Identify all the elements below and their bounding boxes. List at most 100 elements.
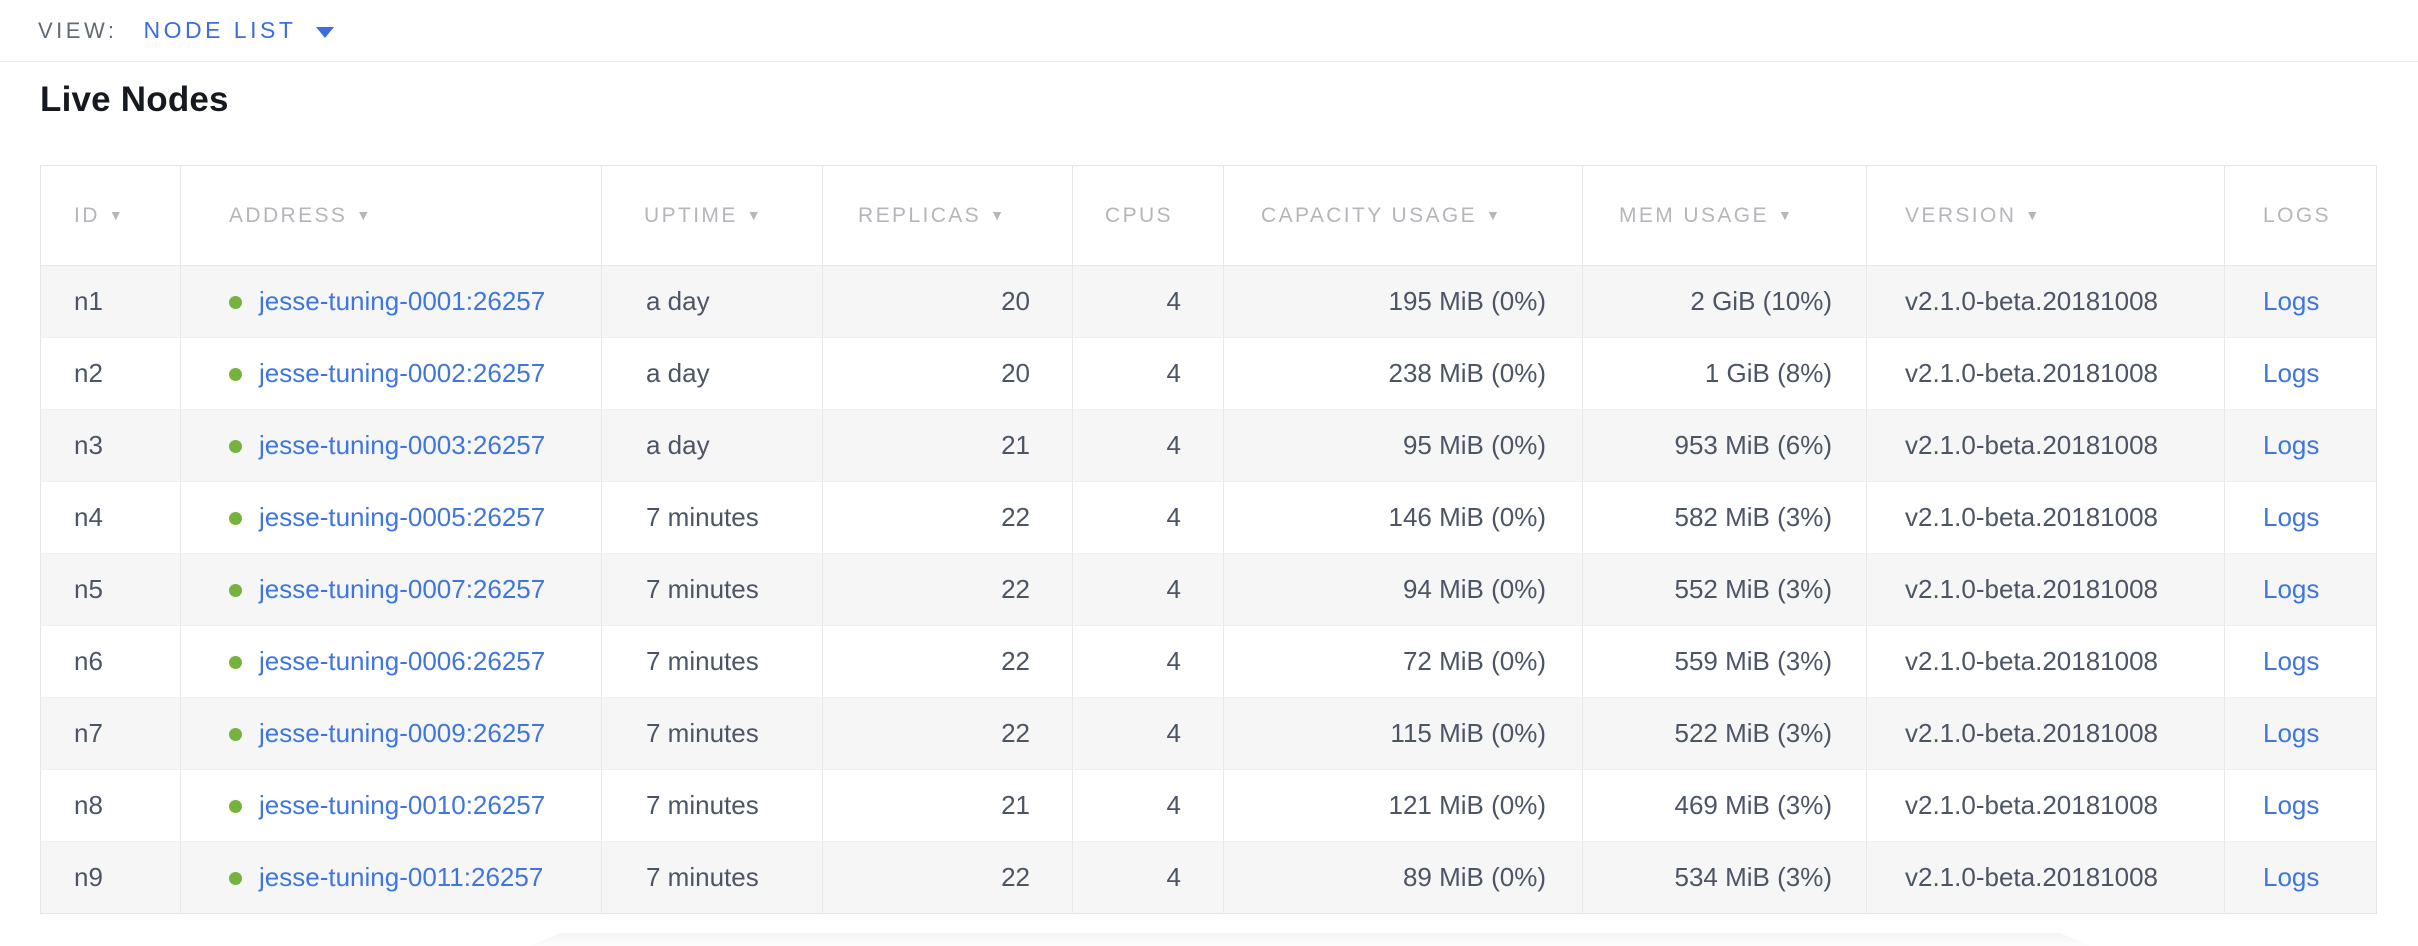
live-status-dot-icon [229,368,242,381]
cell-id: n1 [40,265,181,338]
table-row: n4 jesse-tuning-0005:26257 7 minutes 22 4 146… [40,481,2377,554]
column-header-uptime[interactable]: UPTIME ▼ [601,165,823,266]
address-link[interactable]: jesse-tuning-0009:26257 [259,718,546,748]
column-header-label: ADDRESS [229,203,348,227]
address-link[interactable]: jesse-tuning-0006:26257 [259,646,546,676]
column-header-mem-usage[interactable]: MEM USAGE ▼ [1582,165,1867,266]
address-link[interactable]: jesse-tuning-0005:26257 [259,502,546,532]
cell-mem-usage: 552 MiB (3%) [1582,553,1867,626]
address-link[interactable]: jesse-tuning-0011:26257 [259,862,544,892]
cell-uptime: 7 minutes [601,841,823,914]
cell-address: jesse-tuning-0003:26257 [180,409,602,482]
address-link[interactable]: jesse-tuning-0007:26257 [259,574,546,604]
live-status-dot-icon [229,656,242,669]
address-link[interactable]: jesse-tuning-0001:26257 [259,286,546,316]
cell-logs-label: Logs [2224,553,2377,626]
cell-capacity-usage: 238 MiB (0%) [1223,337,1583,410]
logs-link[interactable]: Logs [2263,574,2320,604]
column-header-label: CAPACITY USAGE [1261,203,1478,227]
cell-capacity-usage: 72 MiB (0%) [1223,625,1583,698]
cell-capacity-usage: 94 MiB (0%) [1223,553,1583,626]
cell-capacity-usage: 115 MiB (0%) [1223,697,1583,770]
logs-link[interactable]: Logs [2263,718,2320,748]
cell-id: n4 [40,481,181,554]
view-dropdown-value: NODE LIST [143,17,297,43]
table-row: n1 jesse-tuning-0001:26257 a day 20 4 195 MiB… [40,265,2377,338]
table-header: ID ▼ ADDRESS ▼ UPTIME ▼ REPLICAS ▼ CPUS CAPACITY … [40,165,2377,266]
cell-capacity-usage: 95 MiB (0%) [1223,409,1583,482]
view-bar: VIEW: NODE LIST [0,0,2418,62]
cell-capacity-usage: 195 MiB (0%) [1223,265,1583,338]
column-header-address[interactable]: ADDRESS ▼ [180,165,602,266]
cell-replicas: 20 [822,337,1073,410]
column-header-label: VERSION [1905,203,2017,227]
column-header-label: LOGS [2263,203,2331,227]
column-header-logs: LOGS [2224,165,2377,266]
live-status-dot-icon [229,728,242,741]
logs-link[interactable]: Logs [2263,862,2320,892]
column-header-label: ID [74,203,100,227]
column-header-replicas[interactable]: REPLICAS ▼ [822,165,1073,266]
cell-capacity-usage: 146 MiB (0%) [1223,481,1583,554]
column-header-capacity-usage[interactable]: CAPACITY USAGE ▼ [1223,165,1583,266]
sort-arrow-icon: ▼ [746,206,764,223]
cell-logs-label: Logs [2224,409,2377,482]
cell-cpus: 4 [1072,625,1224,698]
cell-logs-label: Logs [2224,337,2377,410]
cell-logs-label: Logs [2224,769,2377,842]
live-status-dot-icon [229,440,242,453]
cell-mem-usage: 522 MiB (3%) [1582,697,1867,770]
table-row: n3 jesse-tuning-0003:26257 a day 21 4 95 MiB … [40,409,2377,482]
cell-cpus: 4 [1072,265,1224,338]
table-row: n2 jesse-tuning-0002:26257 a day 20 4 238 MiB… [40,337,2377,410]
cell-capacity-usage: 89 MiB (0%) [1223,841,1583,914]
column-header-version[interactable]: VERSION ▼ [1866,165,2225,266]
page-title: Live Nodes [40,80,229,119]
cell-address: jesse-tuning-0005:26257 [180,481,602,554]
cell-address: jesse-tuning-0007:26257 [180,553,602,626]
cell-cpus: 4 [1072,553,1224,626]
live-status-dot-icon [229,584,242,597]
cell-address: jesse-tuning-0006:26257 [180,625,602,698]
cell-id: n9 [40,841,181,914]
cell-cpus: 4 [1072,841,1224,914]
logs-link[interactable]: Logs [2263,286,2320,316]
cell-address: jesse-tuning-0001:26257 [180,265,602,338]
cell-id: n5 [40,553,181,626]
logs-link[interactable]: Logs [2263,646,2320,676]
address-link[interactable]: jesse-tuning-0002:26257 [259,358,546,388]
cell-cpus: 4 [1072,337,1224,410]
column-header-label: CPUS [1105,203,1173,227]
view-dropdown[interactable]: NODE LIST [143,17,335,44]
cell-address: jesse-tuning-0009:26257 [180,697,602,770]
cell-replicas: 22 [822,625,1073,698]
live-status-dot-icon [229,800,242,813]
column-header-id[interactable]: ID ▼ [40,165,181,266]
cell-uptime: 7 minutes [601,625,823,698]
cell-replicas: 20 [822,265,1073,338]
cell-replicas: 22 [822,841,1073,914]
cell-mem-usage: 582 MiB (3%) [1582,481,1867,554]
cell-version: v2.1.0-beta.20181008 [1866,553,2225,626]
cell-logs-label: Logs [2224,625,2377,698]
cell-id: n6 [40,625,181,698]
logs-link[interactable]: Logs [2263,502,2320,532]
column-header-cpus: CPUS [1072,165,1224,266]
address-link[interactable]: jesse-tuning-0010:26257 [259,790,546,820]
logs-link[interactable]: Logs [2263,358,2320,388]
logs-link[interactable]: Logs [2263,430,2320,460]
column-header-label: MEM USAGE [1619,203,1769,227]
address-link[interactable]: jesse-tuning-0003:26257 [259,430,546,460]
cell-uptime: 7 minutes [601,481,823,554]
column-header-label: UPTIME [644,203,738,227]
cell-uptime: a day [601,409,823,482]
cell-version: v2.1.0-beta.20181008 [1866,697,2225,770]
cell-id: n8 [40,769,181,842]
cell-replicas: 22 [822,481,1073,554]
sort-arrow-icon: ▼ [1777,206,1795,223]
cell-cpus: 4 [1072,769,1224,842]
logs-link[interactable]: Logs [2263,790,2320,820]
sort-arrow-icon: ▼ [2025,206,2042,223]
cell-mem-usage: 2 GiB (10%) [1582,265,1867,338]
cell-version: v2.1.0-beta.20181008 [1866,769,2225,842]
